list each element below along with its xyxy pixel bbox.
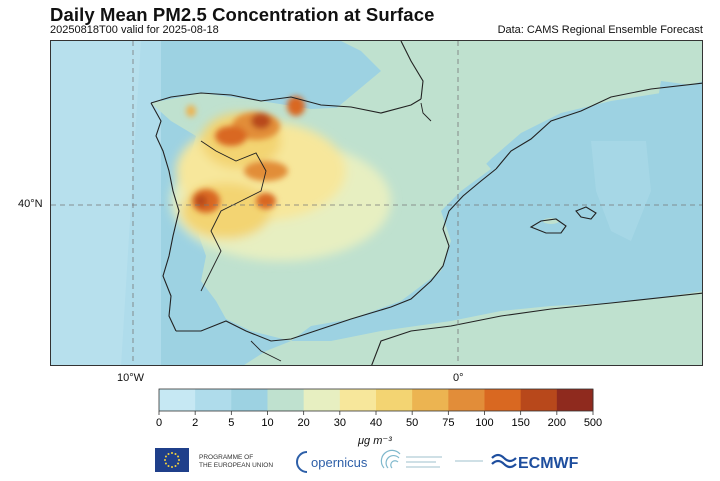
colorbar-tick-label: 150	[511, 417, 529, 429]
colorbar-tick-label: 40	[370, 417, 382, 429]
pm25-map	[50, 40, 703, 366]
colorbar-bin	[159, 389, 196, 411]
colorbar-tick-label: 100	[475, 417, 493, 429]
colorbar-bin	[376, 389, 413, 411]
colorbar-bin	[195, 389, 232, 411]
colorbar-tick-label: 200	[548, 417, 566, 429]
lon-label-10w: 10°W	[117, 372, 145, 384]
colorbar-tick-label: 2	[192, 417, 198, 429]
copernicus-wordmark: opernicus	[311, 455, 368, 470]
colorbar-tick-label: 500	[584, 417, 602, 429]
map-title: Daily Mean PM2.5 Concentration at Surfac…	[50, 4, 435, 25]
colorbar: 0 2 5 10 20 30 40 50 75 100 150 200 500	[156, 388, 602, 429]
atmosphere-monitoring-icon	[380, 449, 401, 469]
colorbar-tick-label: 75	[442, 417, 454, 429]
north-africa-land	[244, 291, 702, 365]
colorbar-tick-label: 50	[406, 417, 418, 429]
colorbar-bin	[448, 389, 485, 411]
ecmwf-wave-icon	[491, 453, 517, 469]
data-source: Data: CAMS Regional Ensemble Forecast	[497, 24, 703, 36]
colorbar-bin	[412, 389, 449, 411]
atmosphere-monitoring-logo	[380, 448, 450, 476]
colorbar-bin	[520, 389, 558, 411]
copernicus-logo: opernicus	[293, 448, 373, 476]
colorbar-bin	[484, 389, 522, 411]
pollution-hotspots	[186, 96, 305, 213]
colorbar-unit: μg m⁻³	[358, 435, 392, 447]
eu-programme-line2: THE EUROPEAN UNION	[199, 462, 274, 469]
lon-label-0: 0°	[453, 372, 464, 384]
colorbar-tick-label: 10	[261, 417, 273, 429]
ecmwf-wordmark: ECMWF	[518, 455, 579, 472]
coastlines	[150, 41, 702, 365]
colorbar-bin	[339, 389, 377, 411]
copernicus-c-icon	[296, 451, 308, 473]
colorbar-bin	[556, 389, 594, 411]
colorbar-tick-label: 0	[156, 417, 162, 429]
colorbar-bin	[303, 389, 341, 411]
lat-label-40n: 40°N	[18, 198, 43, 210]
gridlines	[51, 41, 702, 365]
partner-logos: PROGRAMME OF THE EUROPEAN UNION opernicu…	[155, 448, 585, 476]
eu-programme-line1: PROGRAMME OF	[199, 454, 254, 461]
colorbar-bin	[231, 389, 268, 411]
colorbar-tick-label: 20	[298, 417, 310, 429]
forecast-validity: 20250818T00 valid for 2025-08-18	[50, 24, 219, 36]
eu-flag-icon	[155, 448, 191, 476]
ecmwf-logo: ECMWF	[490, 448, 585, 476]
colorbar-tick-label: 30	[334, 417, 346, 429]
colorbar-bin	[267, 389, 305, 411]
colorbar-tick-label: 5	[228, 417, 234, 429]
country-borders	[200, 102, 432, 362]
